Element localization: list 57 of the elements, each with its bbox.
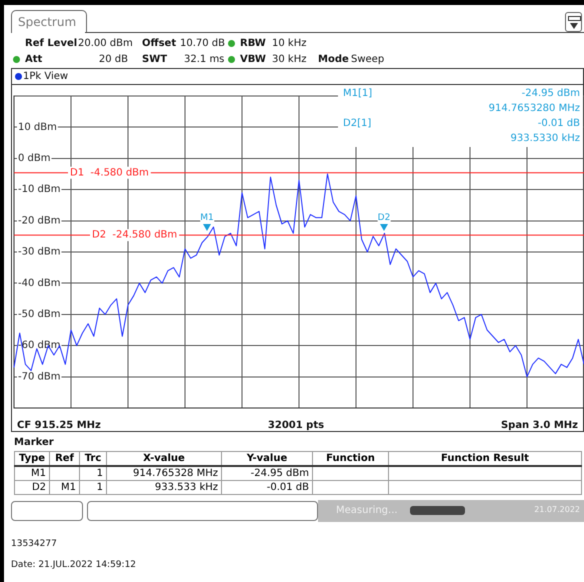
text: 20.00 dBm bbox=[78, 38, 133, 50]
annotation: 914.7653280 MHz bbox=[488, 103, 580, 115]
text: 30 kHz bbox=[272, 54, 306, 66]
text: 914.765328 MHz bbox=[106, 466, 222, 480]
y-tick-label: -30 dBm bbox=[18, 246, 60, 258]
text: 1 bbox=[80, 466, 106, 480]
annotation: D2[1] bbox=[343, 118, 372, 130]
annotation: D2 bbox=[378, 213, 390, 223]
text: 32.1 ms bbox=[184, 54, 224, 66]
text: Sweep bbox=[351, 54, 384, 66]
text: CF 915.25 MHz bbox=[17, 420, 101, 432]
text: 10 kHz bbox=[272, 38, 306, 50]
text: 13534277 bbox=[11, 538, 57, 550]
text: -0.01 dB bbox=[222, 480, 312, 494]
annotation: M1[1] bbox=[343, 88, 372, 100]
y-tick-label: -20 dBm bbox=[18, 215, 60, 226]
y-tick-label: -50 dBm bbox=[18, 308, 60, 320]
ref-line-label: D2 -24.580 dBm bbox=[92, 230, 178, 241]
text: Mode bbox=[318, 54, 349, 66]
text: Trc bbox=[80, 452, 106, 466]
text: Function Result bbox=[388, 452, 582, 466]
y-tick-label: 10 dBm bbox=[18, 122, 57, 133]
text: M1 bbox=[14, 466, 50, 480]
text: Function bbox=[312, 452, 388, 466]
y-tick-label: -10 dBm bbox=[18, 184, 60, 196]
annotation: -0.01 dB bbox=[538, 118, 580, 130]
text: 933.533 kHz bbox=[106, 480, 222, 494]
text: 21.07.2022 bbox=[534, 504, 580, 516]
text: Ref bbox=[50, 452, 80, 466]
annotation: M1 bbox=[200, 213, 214, 223]
text: 32001 pts bbox=[268, 420, 324, 432]
text: Marker bbox=[14, 437, 54, 449]
text: VBW bbox=[240, 54, 266, 66]
y-tick-label: -40 dBm bbox=[18, 278, 60, 289]
text: Spectrum bbox=[18, 15, 76, 29]
text: X-value bbox=[106, 452, 222, 466]
text: RBW bbox=[240, 38, 266, 50]
text: Date: 21.JUL.2022 14:59:12 bbox=[11, 559, 136, 571]
text: Att bbox=[25, 54, 42, 66]
text: Span 3.0 MHz bbox=[500, 420, 578, 432]
text: 1Pk View bbox=[23, 71, 68, 83]
text: 10.70 dB bbox=[180, 38, 226, 50]
annotation: -24.95 dBm bbox=[522, 88, 580, 100]
annotation: 933.5330 kHz bbox=[510, 133, 580, 145]
text: 1 bbox=[80, 480, 106, 494]
text: SWT bbox=[142, 54, 168, 66]
text: Ref Level bbox=[25, 38, 78, 50]
text: Offset bbox=[142, 38, 176, 50]
text: Y-value bbox=[222, 452, 312, 466]
ref-line-label: D1 -4.580 dBm bbox=[70, 167, 149, 178]
text: -24.95 dBm bbox=[222, 466, 312, 480]
text: Type bbox=[14, 452, 50, 466]
y-tick-label: -70 dBm bbox=[18, 371, 60, 382]
text: M1 bbox=[50, 480, 80, 494]
text: D2 bbox=[14, 480, 50, 494]
y-tick-label: 0 dBm bbox=[18, 152, 50, 164]
text: 20 dB bbox=[98, 54, 128, 66]
